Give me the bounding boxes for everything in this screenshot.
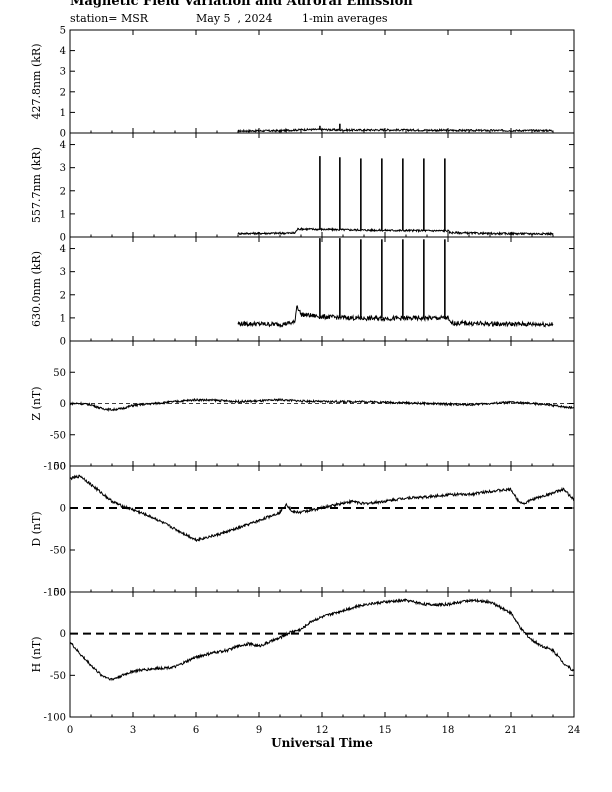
panel-3: 0 1 2 3 4 630.0nm (kR)	[30, 236, 575, 348]
data-series-line	[69, 397, 575, 413]
panel-frame	[69, 236, 575, 342]
y-tick-label: 2	[60, 87, 66, 98]
x-tick-label: 0	[67, 725, 73, 736]
y-tick-label: 2	[60, 186, 66, 197]
y-axis-label: H (nT)	[30, 636, 43, 672]
y-axis-label: 557.7nm (kR)	[30, 147, 43, 223]
x-tick-label: 24	[568, 725, 581, 736]
data-series-line	[237, 227, 554, 237]
y-tick-label: 4	[60, 244, 66, 255]
y-axis-label: 427.8nm (kR)	[30, 43, 43, 119]
y-axis-label: 630.0nm (kR)	[30, 251, 43, 327]
y-tick-label: 50	[53, 462, 66, 473]
panel-2: 0 1 2 3 4 557.7nm (kR)	[30, 132, 575, 244]
y-tick-label: 1	[60, 108, 66, 119]
y-tick-label: 1	[60, 313, 66, 324]
x-tick-label: 6	[193, 725, 199, 736]
y-axis-label: Z (nT)	[30, 386, 43, 420]
panel-frame	[69, 465, 575, 593]
y-tick-label: 1	[60, 209, 66, 220]
y-tick-label: 4	[60, 140, 66, 151]
panel-frame	[69, 591, 575, 718]
panel-5: -100 -50 0 50 D (nT)	[30, 462, 575, 599]
x-tick-label: 15	[379, 725, 392, 736]
y-tick-label: 3	[60, 67, 66, 78]
y-tick-label: 50	[53, 588, 66, 599]
panel-4: -100 -50 0 50 Z (nT)	[30, 340, 575, 473]
x-axis-label: Universal Time	[271, 736, 373, 750]
date-label: May 5 , 2024	[196, 12, 273, 25]
y-tick-label: 3	[60, 163, 66, 174]
data-series-line	[69, 598, 575, 682]
data-series-line	[237, 305, 554, 329]
y-tick-label: 0	[60, 504, 66, 515]
y-tick-label: -50	[50, 430, 66, 441]
y-tick-label: 50	[53, 368, 66, 379]
y-tick-label: 0	[60, 129, 66, 140]
data-series-line	[69, 474, 575, 542]
y-tick-label: -50	[50, 546, 66, 557]
y-axis-label: D (nT)	[30, 511, 43, 546]
y-tick-label: 2	[60, 290, 66, 301]
y-tick-label: 3	[60, 267, 66, 278]
y-tick-label: -100	[44, 462, 66, 473]
panel-frame	[69, 29, 575, 134]
x-tick-label: 18	[442, 725, 455, 736]
y-tick-label: 4	[60, 46, 66, 57]
data-series-line	[238, 127, 553, 134]
chart-title: Magnetic Field Variation and Auroral Emi…	[70, 0, 413, 9]
x-tick-label: 9	[256, 725, 262, 736]
panel-1: 0 1 2 3 4 5 427.8nm (kR)	[30, 26, 575, 140]
y-tick-label: 0	[60, 629, 66, 640]
x-tick-label: 21	[505, 725, 518, 736]
y-tick-label: 0	[60, 337, 66, 348]
panel-6: -100 -50 0 50 H (nT)	[30, 588, 575, 724]
y-tick-label: -100	[44, 713, 66, 724]
y-tick-label: 0	[60, 399, 66, 410]
y-tick-label: 0	[60, 233, 66, 244]
y-tick-label: -50	[50, 671, 66, 682]
x-tick-label: 3	[130, 725, 136, 736]
panel-frame	[69, 132, 575, 238]
y-tick-label: -100	[44, 588, 66, 599]
x-tick-label: 12	[316, 725, 329, 736]
y-tick-label: 5	[60, 26, 66, 37]
station-label: station= MSR	[70, 12, 149, 25]
averaging-label: 1-min averages	[302, 12, 388, 25]
